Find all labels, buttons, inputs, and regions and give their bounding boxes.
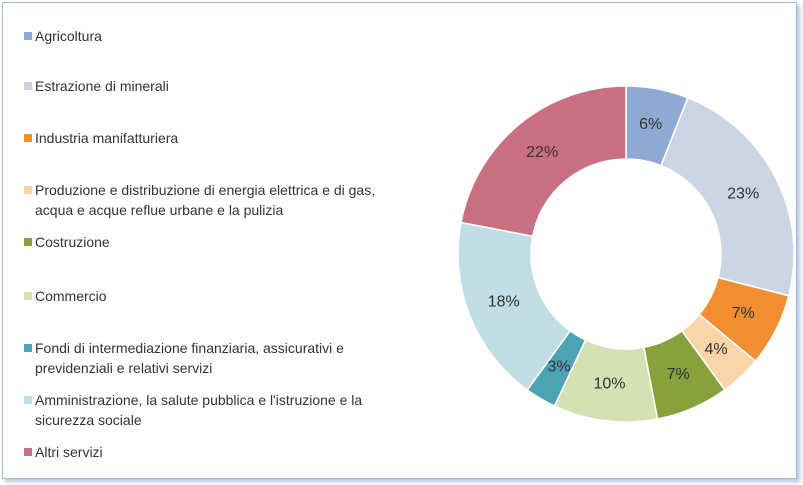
legend-label: Fondi di intermediazione finanziaria, as… xyxy=(35,340,344,376)
data-label: 23% xyxy=(727,186,759,203)
legend-label: Altri servizi xyxy=(35,444,103,460)
legend-label: Produzione e distribuzione di energia el… xyxy=(35,182,376,218)
legend-swatch xyxy=(24,238,32,246)
legend-swatch xyxy=(24,186,32,194)
legend-swatch xyxy=(24,344,32,352)
data-label: 22% xyxy=(526,144,558,161)
legend-item: Estrazione di minerali xyxy=(24,76,384,96)
data-label: 6% xyxy=(639,116,662,133)
legend-item: Fondi di intermediazione finanziaria, as… xyxy=(24,338,384,378)
legend-item: Agricoltura xyxy=(24,26,384,46)
data-label: 7% xyxy=(667,366,690,383)
legend-label: Commercio xyxy=(35,288,107,304)
legend-label: Industria manifatturiera xyxy=(35,130,179,146)
legend-label: Costruzione xyxy=(35,234,110,250)
legend-label: Amministrazione, la salute pubblica e l'… xyxy=(35,392,363,428)
legend-item: Commercio xyxy=(24,286,384,306)
data-label: 4% xyxy=(704,341,727,358)
legend-item: Altri servizi xyxy=(24,442,384,462)
donut-slice xyxy=(659,96,795,297)
legend-swatch xyxy=(24,292,32,300)
legend-swatch xyxy=(24,82,32,90)
legend-swatch xyxy=(24,134,32,142)
legend-label: Estrazione di minerali xyxy=(35,78,169,94)
legend-item: Industria manifatturiera xyxy=(24,128,384,148)
donut-slice xyxy=(460,85,627,238)
data-label: 18% xyxy=(488,294,520,311)
legend-item: Costruzione xyxy=(24,232,384,252)
legend-item: Produzione e distribuzione di energia el… xyxy=(24,180,384,220)
legend-swatch xyxy=(24,448,32,456)
legend-swatch xyxy=(24,32,32,40)
data-label: 7% xyxy=(732,305,755,322)
legend-label: Agricoltura xyxy=(35,28,102,44)
legend-swatch xyxy=(24,396,32,404)
data-label: 10% xyxy=(594,376,626,393)
legend-item: Amministrazione, la salute pubblica e l'… xyxy=(24,390,384,430)
data-label: 3% xyxy=(547,358,570,375)
